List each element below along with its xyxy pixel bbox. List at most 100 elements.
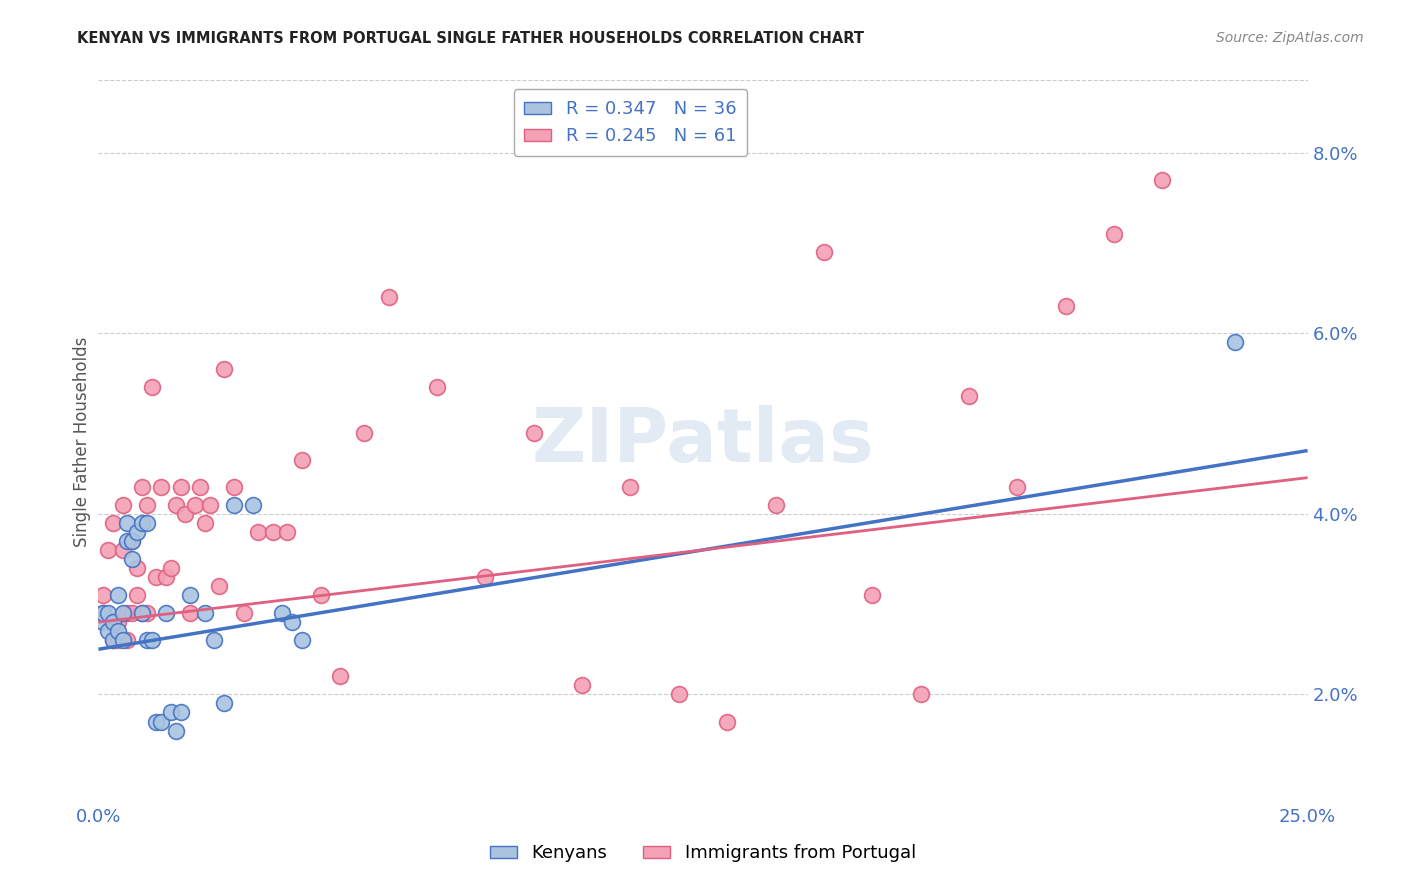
Point — [107, 588, 129, 602]
Point — [204, 633, 226, 648]
Point — [135, 606, 157, 620]
Point — [101, 633, 124, 648]
Point — [155, 606, 177, 620]
Point — [765, 498, 787, 512]
Point — [1152, 172, 1174, 186]
Point — [957, 389, 980, 403]
Point — [141, 633, 163, 648]
Point — [111, 606, 134, 620]
Point — [101, 633, 124, 648]
Legend: R = 0.347   N = 36, R = 0.245   N = 61: R = 0.347 N = 36, R = 0.245 N = 61 — [513, 89, 748, 156]
Point — [309, 588, 332, 602]
Point — [97, 606, 120, 620]
Point — [150, 714, 173, 729]
Point — [127, 524, 149, 539]
Point — [91, 606, 114, 620]
Point — [117, 516, 139, 530]
Point — [1102, 227, 1125, 241]
Point — [165, 498, 187, 512]
Point — [131, 606, 153, 620]
Point — [150, 480, 173, 494]
Point — [222, 480, 245, 494]
Point — [222, 498, 245, 512]
Point — [169, 480, 191, 494]
Point — [141, 380, 163, 394]
Point — [101, 516, 124, 530]
Y-axis label: Single Father Households: Single Father Households — [73, 336, 91, 547]
Point — [160, 706, 183, 720]
Point — [97, 624, 120, 639]
Point — [169, 706, 191, 720]
Point — [91, 606, 114, 620]
Point — [262, 524, 284, 539]
Point — [668, 687, 690, 701]
Point — [813, 244, 835, 259]
Point — [160, 561, 183, 575]
Point — [101, 615, 124, 630]
Point — [198, 498, 221, 512]
Point — [474, 570, 496, 584]
Point — [194, 516, 217, 530]
Point — [97, 542, 120, 557]
Point — [117, 633, 139, 648]
Legend: Kenyans, Immigrants from Portugal: Kenyans, Immigrants from Portugal — [482, 838, 924, 870]
Point — [131, 480, 153, 494]
Point — [1223, 335, 1246, 350]
Point — [1054, 299, 1077, 313]
Point — [860, 588, 883, 602]
Point — [135, 516, 157, 530]
Point — [107, 633, 129, 648]
Point — [1007, 480, 1029, 494]
Point — [145, 570, 167, 584]
Point — [165, 723, 187, 738]
Point — [127, 588, 149, 602]
Point — [127, 561, 149, 575]
Point — [121, 606, 143, 620]
Point — [426, 380, 449, 394]
Point — [290, 633, 312, 648]
Point — [145, 714, 167, 729]
Point — [135, 498, 157, 512]
Point — [117, 533, 139, 548]
Point — [716, 714, 738, 729]
Point — [188, 480, 211, 494]
Point — [571, 678, 593, 692]
Text: ZIPatlas: ZIPatlas — [531, 405, 875, 478]
Point — [619, 480, 641, 494]
Point — [117, 606, 139, 620]
Text: KENYAN VS IMMIGRANTS FROM PORTUGAL SINGLE FATHER HOUSEHOLDS CORRELATION CHART: KENYAN VS IMMIGRANTS FROM PORTUGAL SINGL… — [77, 31, 865, 46]
Point — [135, 633, 157, 648]
Point — [121, 533, 143, 548]
Point — [91, 615, 114, 630]
Point — [111, 633, 134, 648]
Point — [111, 498, 134, 512]
Point — [523, 425, 546, 440]
Point — [212, 697, 235, 711]
Point — [131, 606, 153, 620]
Point — [232, 606, 254, 620]
Point — [242, 498, 264, 512]
Point — [111, 542, 134, 557]
Point — [121, 533, 143, 548]
Point — [194, 606, 217, 620]
Point — [107, 624, 129, 639]
Point — [212, 362, 235, 376]
Point — [101, 615, 124, 630]
Point — [107, 615, 129, 630]
Point — [179, 588, 201, 602]
Point — [155, 570, 177, 584]
Point — [179, 606, 201, 620]
Point — [910, 687, 932, 701]
Point — [121, 552, 143, 566]
Point — [377, 290, 399, 304]
Point — [353, 425, 375, 440]
Point — [329, 669, 352, 683]
Point — [91, 588, 114, 602]
Point — [281, 615, 304, 630]
Point — [184, 498, 207, 512]
Point — [271, 606, 294, 620]
Point — [247, 524, 270, 539]
Point — [290, 452, 312, 467]
Point — [208, 579, 231, 593]
Point — [174, 507, 197, 521]
